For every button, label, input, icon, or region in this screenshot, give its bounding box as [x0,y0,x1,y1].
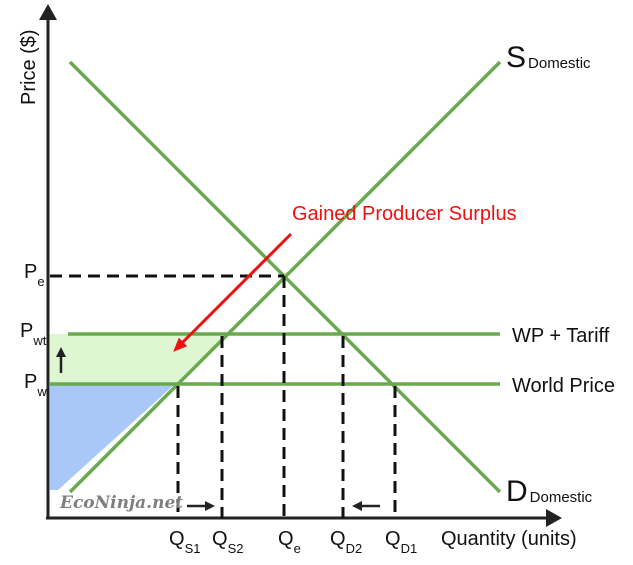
y-axis-arrowhead [39,4,57,20]
demand-label: D Domestic [506,475,593,508]
x-axis-label: Quantity (units) [441,528,577,550]
price-label-pwt: Pwt [20,320,47,348]
quantity-label-qd2: QD2 [330,528,362,556]
price-label-pe: Pe [24,261,45,289]
quantity-label-qs1: QS1 [169,528,200,556]
y-axis-label: Price ($) [18,29,40,105]
price-label-pw: Pw [24,371,47,399]
dashed-guides [50,274,397,518]
quantity-label-qe: Qe [278,528,301,556]
annotation-arrow [173,232,293,352]
watermark: EcoNinja.net [59,493,183,513]
supply-label: S Domestic [506,41,591,74]
quantity-label-qs2: QS2 [212,528,243,556]
wp-tariff-label: WP + Tariff [512,325,610,347]
quantity-label-qd1: QD1 [385,528,417,556]
x-axis-arrowhead [546,509,562,527]
world-price-label: World Price [512,375,615,397]
producer-surplus-area [50,384,175,490]
annotation-text: Gained Producer Surplus [292,203,517,225]
